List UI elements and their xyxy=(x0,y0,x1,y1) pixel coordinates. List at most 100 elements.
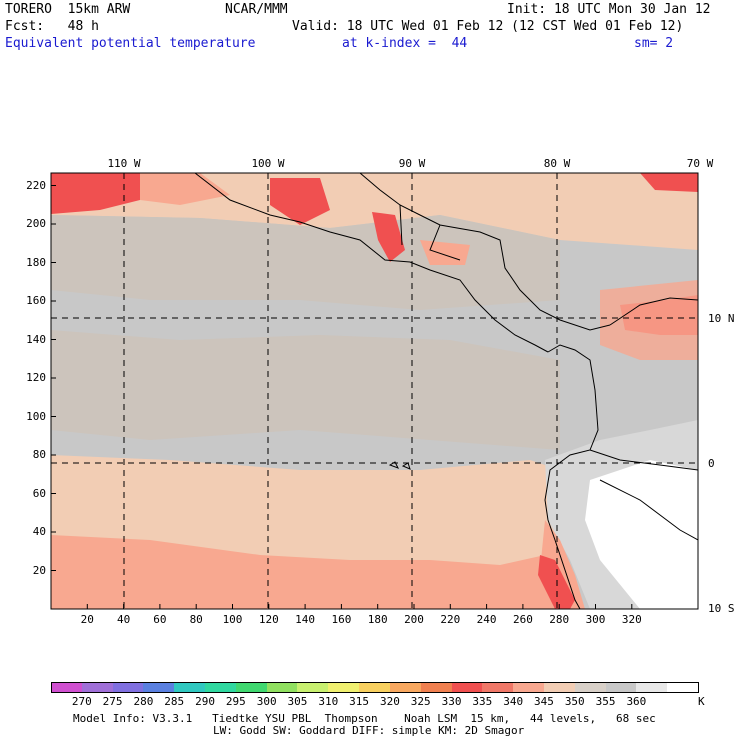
colorbar-label: 280 xyxy=(133,695,154,708)
border-south-america-2 xyxy=(599,479,698,541)
y-tick-label: 40 xyxy=(32,525,46,538)
colorbar-label: 300 xyxy=(256,695,277,708)
gridlines xyxy=(51,173,698,609)
colorbar-swatch xyxy=(482,682,514,692)
y-tick-label: 200 xyxy=(26,217,46,230)
lon-label-110w: 110 W xyxy=(107,157,141,170)
field-band-salmon-south xyxy=(51,535,580,609)
colorbar-swatch xyxy=(112,682,144,692)
colorbar-swatch xyxy=(636,682,668,692)
coastline-mexico-pacific xyxy=(194,173,549,353)
lon-label-90w: 90 W xyxy=(398,157,426,170)
model-info-line-1: Model Info: V3.3.1 Tiedtke YSU PBL Thomp… xyxy=(73,712,656,725)
plot-frame xyxy=(50,172,699,610)
colorbar-swatch xyxy=(205,682,237,692)
field-red-central-america xyxy=(372,212,405,262)
colorbar-label: 320 xyxy=(379,695,400,708)
x-tick-label: 20 xyxy=(80,613,94,626)
lat-label-10s: 10 S xyxy=(708,602,735,615)
forecast-hour: Fcst: 48 h xyxy=(5,19,99,34)
colorbar-swatch xyxy=(389,682,422,692)
y-tick-label: 140 xyxy=(26,332,46,346)
colorbar-label: 305 xyxy=(287,695,308,708)
x-tick-label: 120 xyxy=(258,613,279,626)
field-land-white xyxy=(585,460,698,609)
colorbar-swatch xyxy=(266,682,298,692)
x-tick-label: 240 xyxy=(476,613,497,626)
x-tick-label: 160 xyxy=(331,613,352,626)
colorbar-label: 340 xyxy=(503,695,524,708)
colorbar-swatch xyxy=(51,682,83,692)
field-name: Equivalent potential temperature xyxy=(5,36,256,51)
level-index: at k-index = 44 xyxy=(342,36,468,51)
y-tick-label: 180 xyxy=(26,255,46,269)
colorbar-label: 315 xyxy=(349,695,370,708)
colorbar-label: 270 xyxy=(71,695,92,708)
y-tick-label: 80 xyxy=(32,448,46,461)
colorbar-label: 285 xyxy=(164,695,185,708)
colorbar-swatch xyxy=(451,682,483,692)
field-salmon-caribbean xyxy=(600,280,698,360)
x-tick-label: 80 xyxy=(189,613,203,626)
y-tick-label: 220 xyxy=(26,178,46,192)
x-tick-label: 140 xyxy=(295,613,316,626)
colorbar-label: 325 xyxy=(410,695,431,708)
colorbar-label: 295 xyxy=(225,695,246,708)
y-tick-label: 60 xyxy=(32,486,46,500)
y-tick-label: 120 xyxy=(26,371,46,384)
colorbar-swatch xyxy=(543,682,576,692)
x-tick-label: 60 xyxy=(153,613,167,626)
lat-label-equator: 0 xyxy=(708,457,715,470)
colorbar-label: 345 xyxy=(534,695,554,708)
colorbar-label: 330 xyxy=(441,695,462,708)
tick-marks xyxy=(51,185,633,609)
colorbar-label: 350 xyxy=(564,695,585,708)
x-tick-label: 200 xyxy=(404,613,424,626)
colorbar-unit: K xyxy=(698,695,705,708)
smoothing: sm= 2 xyxy=(634,36,674,51)
x-tick-label: 100 xyxy=(222,613,243,626)
colorbar-label: 275 xyxy=(102,695,123,708)
y-tick-label: 100 xyxy=(26,409,46,423)
x-tick-label: 40 xyxy=(116,613,131,626)
colorbar-swatch xyxy=(143,682,175,692)
colorbar-swatch xyxy=(513,682,545,692)
organization: NCAR/MMM xyxy=(225,2,288,17)
field-salmon-northwest xyxy=(140,173,230,205)
model-name: TORERO 15km ARW xyxy=(5,2,131,17)
colorbar-swatch xyxy=(667,682,699,692)
colorbar-swatch xyxy=(574,682,607,692)
lat-label-10n: 10 N xyxy=(708,312,735,325)
coastlines xyxy=(194,173,698,609)
field-red-northwest xyxy=(51,173,140,214)
y-tick-label: 160 xyxy=(26,294,46,307)
x-tick-label: 280 xyxy=(549,613,570,626)
model-info-line-2: LW: Godd SW: Goddard DIFF: simple KM: 2D… xyxy=(213,724,525,737)
colorbar-label: 290 xyxy=(195,695,215,708)
colorbar-swatch xyxy=(328,682,360,692)
colorbar-label: 355 xyxy=(595,695,616,708)
x-tick-label: 320 xyxy=(621,613,642,626)
valid-time: Valid: 18 UTC Wed 01 Feb 12 (12 CST Wed … xyxy=(292,19,684,34)
lon-label-70w: 70 W xyxy=(686,157,714,170)
colorbar-swatch xyxy=(81,682,114,692)
x-tick-label: 300 xyxy=(585,613,606,626)
field-red-northeast xyxy=(640,173,698,192)
colorbar-label: 360 xyxy=(626,695,647,708)
init-time: Init: 18 UTC Mon 30 Jan 12 xyxy=(507,2,711,17)
colorbar-swatch xyxy=(235,682,268,692)
border-central-america xyxy=(399,204,461,261)
colorbar-frame xyxy=(51,682,699,693)
y-tick-label: 20 xyxy=(32,563,46,577)
field-band-mid xyxy=(51,215,560,310)
colorbar-label: 310 xyxy=(318,695,339,708)
colorbar-swatch xyxy=(174,682,206,692)
coastline-south-america-north xyxy=(609,297,698,326)
colorbar-swatch xyxy=(297,682,329,692)
field-red-mexico xyxy=(270,178,330,225)
x-tick-label: 180 xyxy=(367,613,388,626)
field-band-mid-2 xyxy=(51,330,560,450)
colorbar-swatch xyxy=(605,682,637,692)
colorbar-swatch xyxy=(359,682,391,692)
